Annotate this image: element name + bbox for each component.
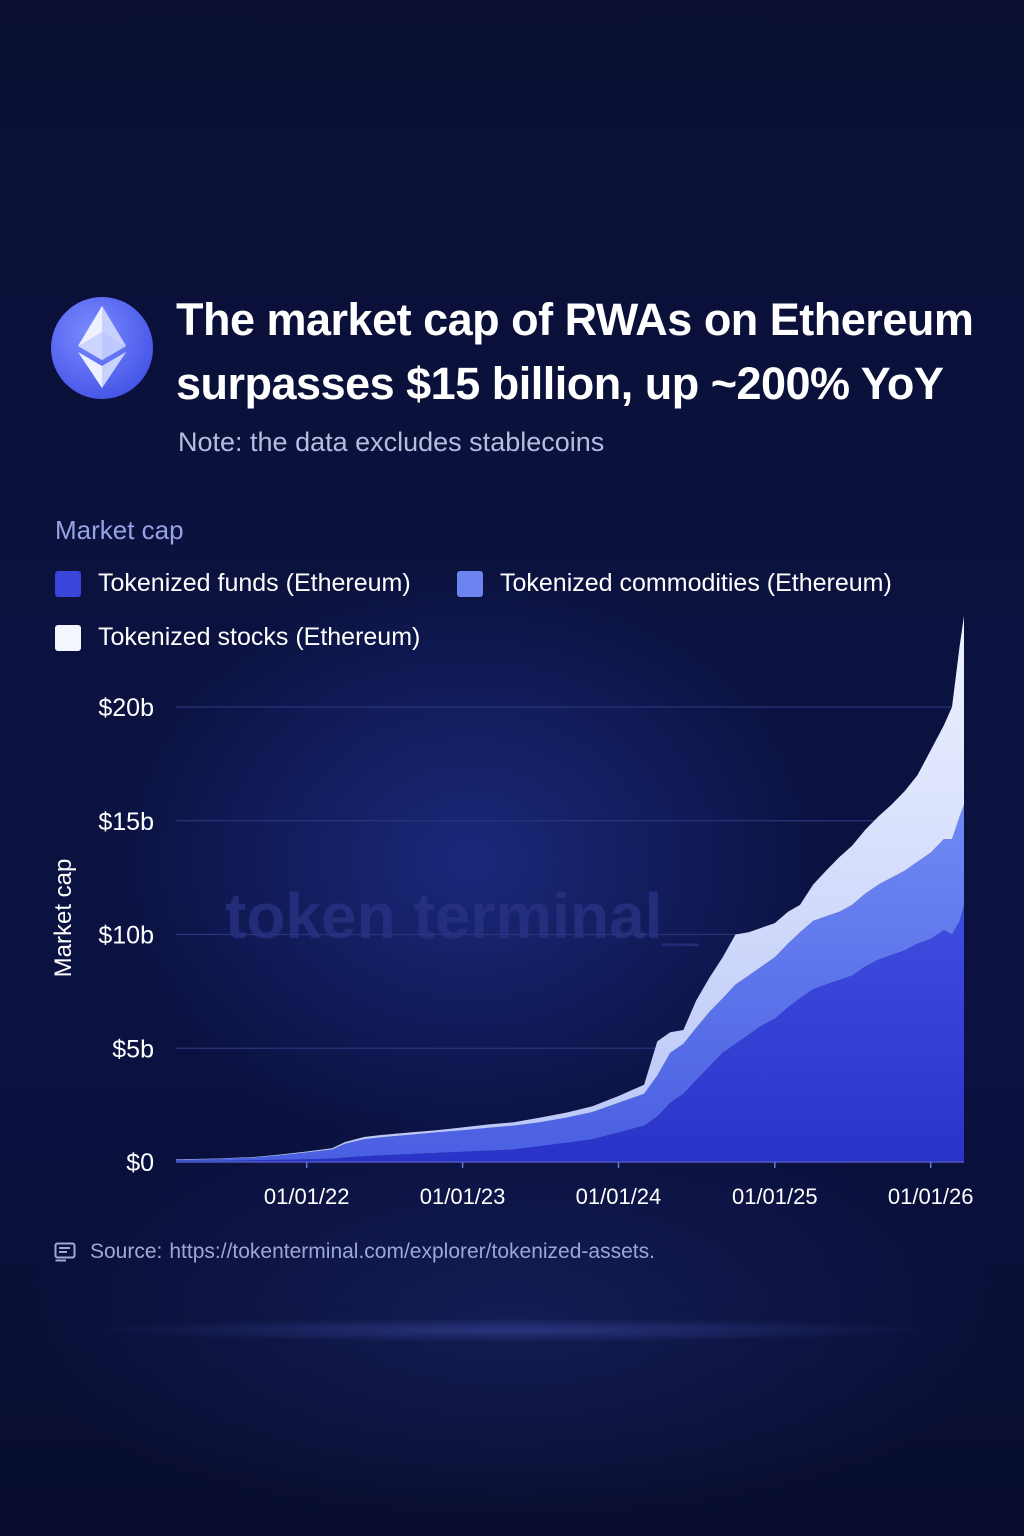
legend-item-stocks: Tokenized stocks (Ethereum) [55,623,420,652]
y-tick-label: $5b [112,1035,154,1063]
legend-item-funds: Tokenized funds (Ethereum) [55,569,411,598]
x-tick-label: 01/01/23 [420,1184,506,1209]
x-tick-label: 01/01/26 [888,1184,974,1209]
legend-swatch-commodities [457,570,483,597]
y-axis-label: Market cap [50,858,77,978]
legend-item-commodities: Tokenized commodities (Ethereum) [457,569,892,598]
legend-swatch-funds [55,570,81,597]
y-tick-label: $20b [98,694,154,722]
note-text: Note: the data excludes stablecoins [178,427,605,457]
legend-title: Market cap [55,515,184,545]
x-tick-label: 01/01/25 [732,1184,818,1209]
area-funds [176,904,964,1162]
legend-label-commodities: Tokenized commodities (Ethereum) [500,569,892,597]
legend-label-stocks: Tokenized stocks (Ethereum) [98,623,421,651]
source-link[interactable]: https://tokenterminal.com/explorer/token… [169,1240,655,1263]
ethereum-icon [51,297,153,399]
x-tick-label: 01/01/24 [576,1184,662,1209]
page-title: The market cap of RWAs on Ethereum surpa… [176,294,974,409]
source-line: Source: https://tokenterminal.com/explor… [54,1240,655,1264]
area-commodities [176,804,964,1161]
y-tick-label: $15b [98,808,154,836]
legend-swatch-stocks [55,624,81,651]
document-icon [54,1242,76,1262]
y-tick-label: $10b [98,922,154,950]
source-label: Source: [90,1240,163,1263]
y-tick-label: $0 [126,1149,154,1177]
legend-label-funds: Tokenized funds (Ethereum) [98,569,411,597]
bottom-glow [80,1318,944,1342]
x-tick-label: 01/01/22 [264,1184,350,1209]
watermark-text: token terminal_ [225,880,699,952]
